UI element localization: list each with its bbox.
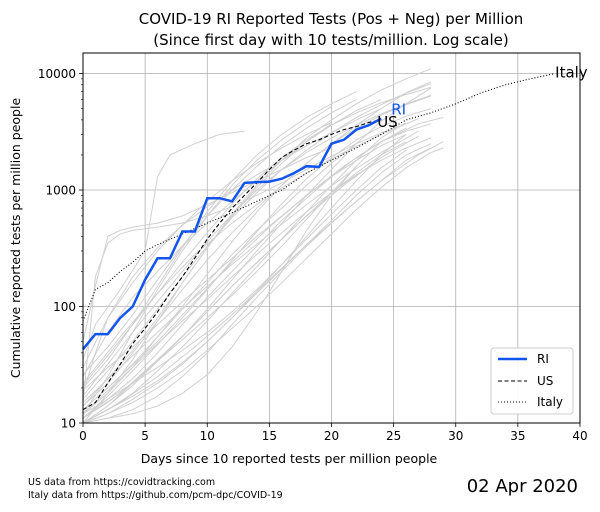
background-series-line bbox=[82, 108, 432, 419]
background-series-line bbox=[82, 81, 432, 407]
x-tick-label: 10 bbox=[200, 429, 215, 443]
background-series-group bbox=[82, 68, 444, 424]
series-end-label-italy: Italy bbox=[555, 64, 588, 82]
legend-label-ri: RI bbox=[537, 352, 549, 366]
legend-box bbox=[490, 347, 574, 415]
background-series-line bbox=[82, 147, 332, 342]
background-series-line bbox=[82, 149, 407, 415]
background-series-line bbox=[82, 147, 444, 424]
series-line-italy bbox=[82, 72, 556, 322]
background-series-line bbox=[82, 141, 444, 424]
x-axis-label: Days since 10 reported tests per million… bbox=[141, 451, 438, 466]
x-tick-label: 5 bbox=[141, 429, 149, 443]
x-tick-label: 0 bbox=[79, 429, 87, 443]
background-series-line bbox=[82, 165, 357, 424]
x-tick-label: 30 bbox=[448, 429, 463, 443]
background-series-line bbox=[82, 143, 432, 424]
source-note-italy: Italy data from https://github.com/pcm-d… bbox=[28, 490, 283, 501]
source-note-us: US data from https://covidtracking.com bbox=[28, 477, 216, 488]
background-series-line bbox=[82, 122, 332, 394]
background-series-line bbox=[82, 134, 407, 424]
legend-label-italy: Italy bbox=[537, 395, 563, 409]
date-label: 02 Apr 2020 bbox=[466, 476, 578, 497]
background-series-line bbox=[82, 95, 432, 411]
series-line-us bbox=[82, 119, 382, 411]
background-series-line bbox=[82, 123, 332, 424]
series-line-ri bbox=[82, 117, 382, 350]
y-axis-label: Cumulative reported tests per million pe… bbox=[8, 98, 23, 379]
chart-title: COVID-19 RI Reported Tests (Pos + Neg) p… bbox=[139, 10, 524, 28]
background-series-line bbox=[82, 123, 407, 403]
legend-item-ri: RI bbox=[498, 352, 549, 366]
background-series-line bbox=[82, 122, 407, 424]
series-end-label-us: US bbox=[377, 113, 398, 131]
legend-item-us: US bbox=[498, 374, 553, 388]
y-tick-label: 1000 bbox=[45, 184, 76, 198]
legend-item-italy: Italy bbox=[498, 395, 563, 409]
background-series-line bbox=[82, 86, 432, 386]
x-tick-label: 15 bbox=[262, 429, 277, 443]
main-series-group bbox=[82, 72, 556, 411]
y-tick-label: 10000 bbox=[38, 67, 76, 81]
legend-label-us: US bbox=[537, 374, 553, 388]
x-axis-ticks: 0 5 10 15 20 25 30 35 40 bbox=[79, 423, 588, 443]
background-series-line bbox=[82, 118, 419, 384]
background-series-line bbox=[82, 130, 245, 360]
series-end-label-ri: RI bbox=[391, 101, 406, 119]
background-series-line bbox=[82, 87, 432, 424]
x-tick-label: 40 bbox=[572, 429, 587, 443]
x-tick-label: 35 bbox=[510, 429, 525, 443]
legend: RI US Italy bbox=[490, 347, 574, 415]
background-series-line bbox=[82, 83, 432, 400]
y-axis-ticks: 10 100 1000 10000 bbox=[38, 67, 83, 431]
background-series-line bbox=[82, 68, 432, 407]
background-series-line bbox=[82, 94, 432, 397]
x-tick-label: 25 bbox=[386, 429, 401, 443]
y-tick-label: 10 bbox=[61, 417, 76, 431]
background-series-line bbox=[82, 116, 444, 411]
background-series-line bbox=[82, 98, 357, 376]
background-series-line bbox=[82, 137, 432, 415]
y-tick-label: 100 bbox=[53, 300, 76, 314]
x-tick-label: 20 bbox=[324, 429, 339, 443]
chart-subtitle: (Since first day with 10 tests/million. … bbox=[153, 31, 508, 49]
background-series-line bbox=[82, 133, 407, 391]
